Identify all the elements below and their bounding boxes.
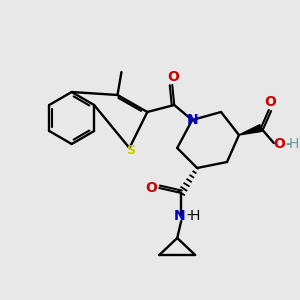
Text: O: O [264,95,276,109]
Text: -: - [285,137,291,151]
Text: -: - [187,209,192,223]
Text: O: O [273,137,285,151]
Text: O: O [146,181,157,195]
Text: H: H [289,137,299,151]
Text: O: O [167,70,179,84]
Text: H: H [190,209,200,223]
Polygon shape [239,125,262,135]
Text: N: N [173,209,185,223]
Text: N: N [186,113,198,127]
Text: S: S [126,143,135,157]
